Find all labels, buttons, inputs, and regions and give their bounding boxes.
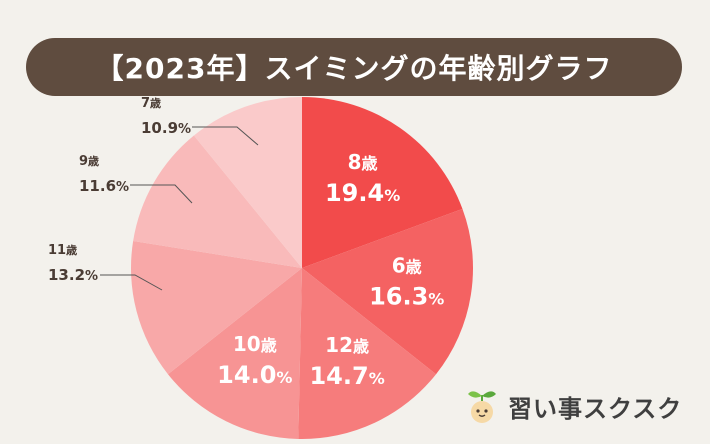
slice-value-unit: % [178,122,191,137]
slice-age-suffix: 歳 [362,154,378,173]
brand-logo: 習い事スクスク [462,384,682,428]
slice-value-10: 14.0% [217,361,292,389]
chart-title: 【2023年】スイミングの年齢別グラフ [95,52,613,85]
slice-value-unit: % [428,290,444,309]
slice-value-number: 19.4 [325,179,384,207]
slice-label-10: 10歳 [233,332,277,356]
slice-value-unit: % [384,186,400,205]
slice-age-suffix: 歳 [88,154,99,168]
slice-value-11: 13.2% [48,266,98,284]
slice-label-12: 12歳 [325,333,369,357]
slice-value-8: 19.4% [325,179,400,207]
slice-value-number: 11.6 [79,177,116,195]
slice-label-7: 7歳 [141,96,161,111]
slice-value-9: 11.6% [79,177,129,195]
slice-age-suffix: 歳 [353,337,369,356]
slice-value-6: 16.3% [369,283,444,311]
pie-slice-7 [193,97,302,268]
slice-value-12: 14.7% [309,362,384,390]
slice-age-9: 9 [79,154,88,169]
pie-slice-6 [302,208,474,375]
slice-label-11: 11歳 [48,243,77,258]
slice-label-9: 9歳 [79,154,99,169]
slice-value-unit: % [85,269,98,284]
slice-value-number: 14.0 [217,361,276,389]
slice-value-unit: % [276,368,292,387]
leader-line-11 [100,274,163,291]
slice-value-number: 16.3 [369,283,428,311]
slice-value-number: 14.7 [309,362,368,390]
slice-value-number: 13.2 [48,266,85,284]
pie-slice-10 [167,268,302,439]
slice-value-unit: % [369,369,385,388]
pie-slice-11 [130,241,302,375]
pie-slice-9 [133,135,302,268]
slice-value-unit: % [116,180,129,195]
slice-age-suffix: 歳 [150,96,161,110]
slice-age-suffix: 歳 [261,336,277,355]
title-banner: 【2023年】スイミングの年齢別グラフ [26,38,682,96]
slice-age-12: 12 [325,333,353,357]
slice-label-8: 8歳 [348,150,378,174]
sprout-icon [468,391,496,423]
slice-age-10: 10 [233,332,261,356]
pie-slice-8 [302,97,463,268]
logo-text: 習い事スクスク [508,394,683,423]
slice-value-7: 10.9% [141,119,191,137]
slice-age-8: 8 [348,150,362,174]
slice-label-6: 6歳 [392,254,422,278]
slice-age-suffix: 歳 [66,243,77,257]
leader-line-9 [130,184,193,204]
pie-slice-12 [298,268,437,440]
slice-age-11: 11 [48,243,66,258]
slice-age-6: 6 [392,254,406,278]
slice-age-suffix: 歳 [406,258,422,277]
slice-value-number: 10.9 [141,119,178,137]
slice-age-7: 7 [141,96,150,111]
leader-line-7 [192,126,259,146]
